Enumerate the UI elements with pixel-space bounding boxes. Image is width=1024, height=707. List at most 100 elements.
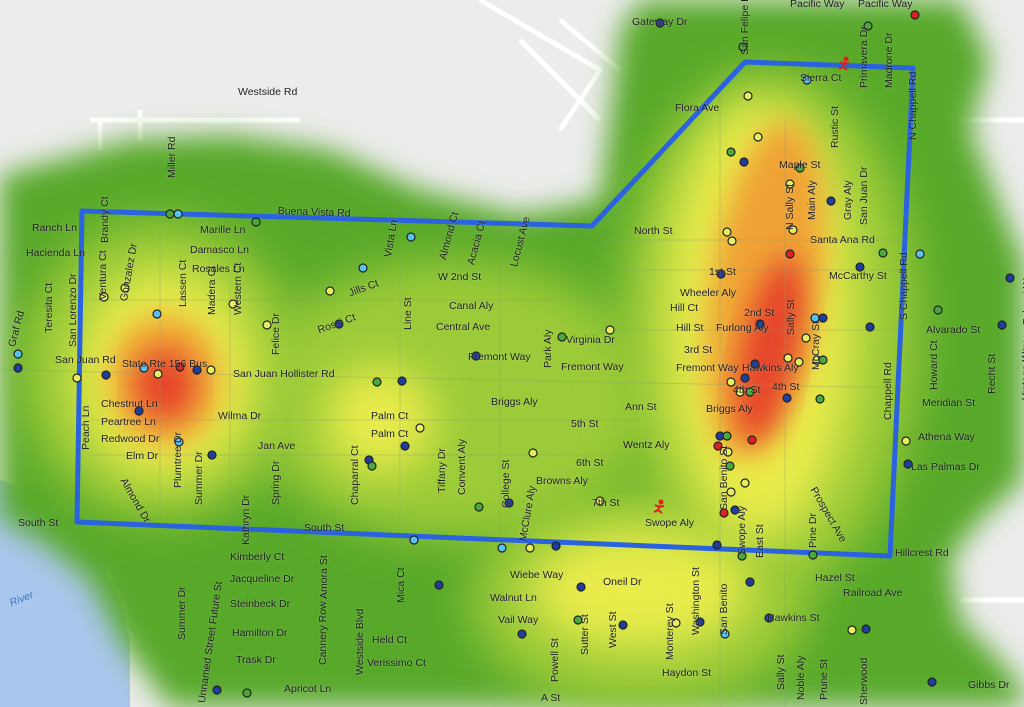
data-point-yellow[interactable] — [415, 423, 425, 433]
data-point-dark-blue[interactable] — [517, 629, 527, 639]
data-point-yellow[interactable] — [753, 132, 763, 142]
data-point-yellow[interactable] — [723, 447, 733, 457]
data-point-green[interactable] — [372, 377, 382, 387]
data-point-yellow[interactable] — [727, 236, 737, 246]
data-point-yellow[interactable] — [605, 325, 615, 335]
data-point-yellow[interactable] — [743, 91, 753, 101]
data-point-yellow[interactable] — [528, 448, 538, 458]
data-point-red[interactable] — [785, 249, 795, 259]
data-point-dark-blue[interactable] — [755, 319, 765, 329]
data-point-dark-blue[interactable] — [400, 441, 410, 451]
data-point-green[interactable] — [737, 551, 747, 561]
data-point-green[interactable] — [165, 209, 175, 219]
data-point-green[interactable] — [818, 355, 828, 365]
data-point-yellow[interactable] — [726, 377, 736, 387]
data-point-dark-blue[interactable] — [739, 157, 749, 167]
data-point-red[interactable] — [175, 362, 185, 372]
data-point-green[interactable] — [722, 431, 732, 441]
data-point-yellow[interactable] — [794, 357, 804, 367]
data-point-green[interactable] — [474, 502, 484, 512]
data-point-green[interactable] — [878, 248, 888, 258]
data-point-green[interactable] — [367, 461, 377, 471]
data-point-dark-blue[interactable] — [861, 624, 871, 634]
data-point-green[interactable] — [738, 42, 748, 52]
running-person-icon[interactable] — [838, 56, 850, 71]
data-point-dark-blue[interactable] — [764, 613, 774, 623]
data-point-yellow[interactable] — [783, 353, 793, 363]
data-point-yellow[interactable] — [120, 283, 130, 293]
data-point-dark-blue[interactable] — [997, 320, 1007, 330]
data-point-light-blue[interactable] — [497, 543, 507, 553]
data-point-green[interactable] — [933, 305, 943, 315]
data-point-yellow[interactable] — [735, 387, 745, 397]
data-point-green[interactable] — [573, 615, 583, 625]
data-point-dark-blue[interactable] — [818, 313, 828, 323]
district-boundary[interactable] — [74, 59, 916, 559]
running-person-icon[interactable] — [653, 499, 665, 514]
data-point-green[interactable] — [251, 217, 261, 227]
data-point-yellow[interactable] — [740, 478, 750, 488]
data-point-yellow[interactable] — [671, 618, 681, 628]
data-point-green[interactable] — [808, 550, 818, 560]
data-point-dark-blue[interactable] — [212, 685, 222, 695]
data-point-light-blue[interactable] — [409, 535, 419, 545]
data-point-yellow[interactable] — [722, 227, 732, 237]
data-point-red[interactable] — [910, 10, 920, 20]
data-point-dark-blue[interactable] — [576, 582, 586, 592]
data-point-yellow[interactable] — [847, 625, 857, 635]
data-point-yellow[interactable] — [801, 333, 811, 343]
data-point-yellow[interactable] — [525, 543, 535, 553]
data-point-dark-blue[interactable] — [740, 373, 750, 383]
data-point-dark-blue[interactable] — [13, 363, 23, 373]
data-point-dark-blue[interactable] — [434, 580, 444, 590]
data-point-red[interactable] — [747, 435, 757, 445]
data-point-light-blue[interactable] — [139, 363, 149, 373]
data-point-yellow[interactable] — [325, 286, 335, 296]
data-point-red[interactable] — [713, 441, 723, 451]
data-point-yellow[interactable] — [228, 299, 238, 309]
data-point-dark-blue[interactable] — [855, 262, 865, 272]
data-point-green[interactable] — [726, 147, 736, 157]
data-point-green[interactable] — [725, 461, 735, 471]
data-point-light-blue[interactable] — [720, 629, 730, 639]
data-point-yellow[interactable] — [788, 225, 798, 235]
data-point-green[interactable] — [863, 21, 873, 31]
data-point-dark-blue[interactable] — [471, 351, 481, 361]
data-point-dark-blue[interactable] — [207, 450, 217, 460]
data-point-dark-blue[interactable] — [730, 505, 740, 515]
data-point-dark-blue[interactable] — [618, 620, 628, 630]
data-point-red[interactable] — [719, 508, 729, 518]
data-point-dark-blue[interactable] — [782, 393, 792, 403]
data-point-light-blue[interactable] — [173, 209, 183, 219]
data-point-yellow[interactable] — [72, 373, 82, 383]
data-point-light-blue[interactable] — [802, 75, 812, 85]
data-point-light-blue[interactable] — [406, 232, 416, 242]
data-point-green[interactable] — [242, 688, 252, 698]
data-point-light-blue[interactable] — [915, 249, 925, 259]
data-point-yellow[interactable] — [785, 179, 795, 189]
data-point-dark-blue[interactable] — [712, 540, 722, 550]
data-point-dark-blue[interactable] — [192, 365, 202, 375]
data-point-light-blue[interactable] — [174, 437, 184, 447]
data-point-dark-blue[interactable] — [695, 617, 705, 627]
data-point-yellow[interactable] — [262, 320, 272, 330]
data-point-green[interactable] — [557, 332, 567, 342]
data-point-dark-blue[interactable] — [903, 459, 913, 469]
data-point-yellow[interactable] — [595, 496, 605, 506]
data-point-light-blue[interactable] — [13, 349, 23, 359]
data-point-dark-blue[interactable] — [826, 196, 836, 206]
data-point-yellow[interactable] — [726, 487, 736, 497]
data-point-yellow[interactable] — [99, 292, 109, 302]
data-point-dark-blue[interactable] — [745, 577, 755, 587]
data-point-light-blue[interactable] — [152, 309, 162, 319]
data-point-dark-blue[interactable] — [655, 18, 665, 28]
data-point-dark-blue[interactable] — [927, 677, 937, 687]
data-point-dark-blue[interactable] — [750, 359, 760, 369]
data-point-green[interactable] — [745, 387, 755, 397]
data-point-light-blue[interactable] — [810, 313, 820, 323]
data-point-dark-blue[interactable] — [101, 370, 111, 380]
data-point-dark-blue[interactable] — [504, 498, 514, 508]
data-point-yellow[interactable] — [901, 436, 911, 446]
data-point-dark-blue[interactable] — [397, 376, 407, 386]
data-point-dark-blue[interactable] — [865, 322, 875, 332]
